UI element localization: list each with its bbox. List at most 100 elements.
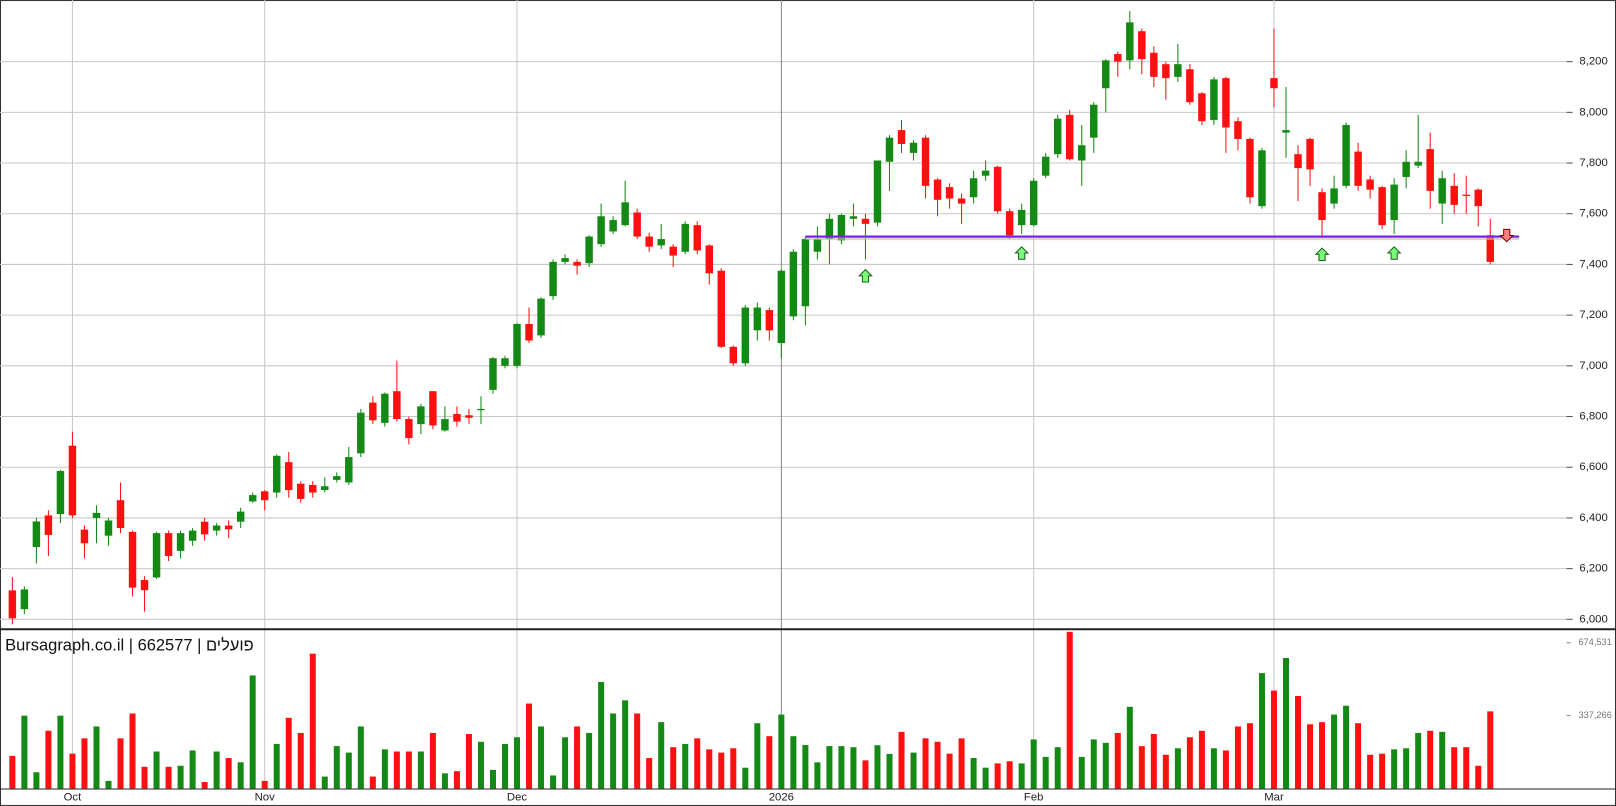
candle-body	[753, 307, 762, 331]
y-tick-label: 7,400	[1579, 258, 1607, 270]
volume-bar	[357, 726, 364, 789]
candle-body	[621, 202, 629, 226]
candle-body	[429, 391, 437, 426]
volume-bar	[586, 732, 593, 789]
candle-body	[1150, 52, 1158, 77]
candle-body	[116, 500, 125, 529]
candle-body	[897, 130, 906, 145]
volume-bar	[1427, 730, 1434, 789]
candle-body	[357, 412, 365, 454]
volume-bar	[706, 749, 713, 789]
candle-body	[885, 137, 894, 162]
candle-body	[1402, 161, 1410, 177]
volume-bar	[562, 737, 569, 789]
candle-body	[717, 270, 726, 347]
volume-tick-label: 674,531	[1578, 637, 1612, 647]
volume-bar	[910, 752, 917, 789]
candle-body	[1138, 31, 1146, 60]
y-tick-label: 6,600	[1579, 461, 1607, 473]
volume-bar	[1198, 730, 1205, 789]
candle-body	[284, 462, 293, 491]
volume-bar	[862, 760, 869, 789]
candle-body	[1366, 179, 1374, 190]
chart-title: Bursagraph.co.il | 662577 | פועלים	[5, 637, 254, 655]
volume-bar	[1174, 748, 1181, 789]
candle-body	[405, 419, 413, 439]
volume-bar	[850, 747, 857, 789]
x-tick-label: Nov	[255, 792, 275, 804]
candle-body	[537, 298, 545, 336]
candle-body	[1041, 156, 1050, 176]
candle-body	[729, 346, 738, 364]
candle-body	[369, 402, 377, 421]
volume-bar	[273, 743, 280, 789]
candle-body	[345, 457, 353, 483]
volume-bar	[1319, 722, 1326, 789]
candle-body	[657, 239, 665, 246]
volume-bar	[1282, 657, 1290, 789]
volume-bar	[453, 771, 460, 789]
sell-signal-arrow	[1499, 228, 1515, 243]
candle-body	[441, 419, 449, 431]
volume-bar	[814, 762, 821, 789]
candle-body	[260, 491, 269, 501]
volume-bar	[1258, 673, 1265, 789]
candle-body	[1126, 22, 1134, 61]
volume-bar	[213, 751, 220, 789]
volume-bar	[309, 653, 316, 789]
candle-body	[381, 393, 389, 423]
volume-bar	[129, 713, 136, 789]
volume-bar	[1006, 761, 1013, 789]
candle-body	[1198, 93, 1206, 122]
candle-body	[32, 521, 41, 548]
volume-bar	[754, 723, 761, 789]
volume-bar	[1066, 631, 1073, 789]
x-tick-label: Feb	[1024, 792, 1044, 804]
x-tick-label: Dec	[507, 792, 527, 804]
volume-bar	[117, 738, 124, 789]
candle-body	[813, 239, 822, 252]
candle-body	[44, 515, 53, 535]
volume-bar	[225, 757, 232, 789]
volume-bar	[1222, 750, 1229, 789]
candle-body	[236, 511, 245, 522]
x-tick-label: Mar	[1264, 792, 1284, 804]
candle-body	[777, 270, 786, 344]
y-tick-label: 6,200	[1579, 563, 1607, 575]
candle-body	[489, 358, 497, 390]
candle-body	[212, 525, 221, 531]
y-tick-label: 8,200	[1579, 56, 1607, 68]
candle-body	[56, 471, 65, 515]
volume-bar	[333, 746, 340, 789]
candle-body	[681, 223, 689, 252]
candle-body	[789, 251, 798, 317]
y-tick-label: 7,000	[1579, 360, 1607, 372]
candle-body	[1234, 121, 1242, 139]
volume-bar	[1162, 754, 1169, 789]
volume-bar	[1234, 726, 1241, 789]
candle-body	[693, 225, 701, 251]
candle-body	[1258, 150, 1266, 207]
y-tick-label: 6,800	[1579, 411, 1607, 423]
candle-body	[1306, 138, 1314, 170]
volume-bar	[141, 766, 148, 789]
candle-body	[1378, 187, 1386, 226]
candle-body	[1078, 145, 1086, 161]
volume-bar	[1030, 739, 1037, 789]
candle-body	[272, 455, 281, 493]
volume-bar	[1355, 723, 1362, 789]
candle-body	[969, 178, 978, 198]
volume-bar	[189, 750, 196, 789]
volume-bar	[1018, 763, 1025, 789]
volume-bar	[1042, 756, 1049, 789]
candle-body	[1222, 78, 1230, 128]
candle-body	[609, 220, 617, 232]
volume-bar	[1078, 756, 1085, 789]
buy-signal-arrow	[1386, 246, 1402, 260]
volume-bar	[1138, 746, 1145, 789]
y-tick-label: 7,200	[1579, 309, 1607, 321]
candle-body	[224, 525, 233, 530]
candle-body	[1017, 209, 1026, 226]
volume-bar	[826, 746, 833, 789]
volume-bar	[417, 751, 424, 789]
